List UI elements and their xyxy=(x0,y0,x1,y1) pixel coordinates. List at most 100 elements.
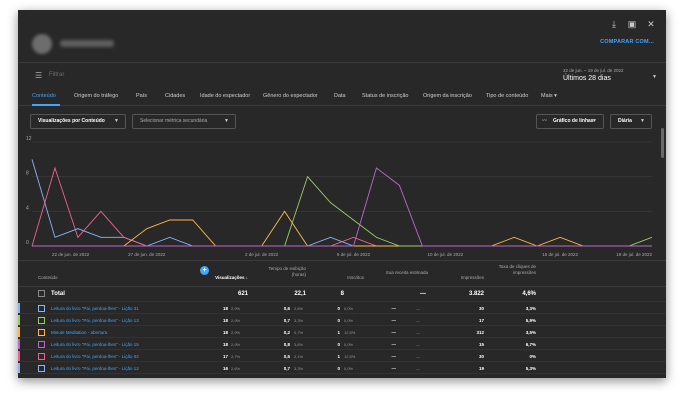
tab-cities[interactable]: Cidades xyxy=(165,93,186,99)
cell-ctr: 5,3% xyxy=(525,366,536,371)
total-subs: 8 xyxy=(340,291,344,297)
table-row[interactable]: Leitura do livro "Pai, perdoa-lhes" - Li… xyxy=(18,303,666,314)
video-title-link[interactable]: Leitura do livro "Pai, perdoa-lhes" - Li… xyxy=(51,306,139,311)
tab-viewer-gender[interactable]: Gênero do espectador xyxy=(263,93,318,99)
feedback-icon[interactable]: ▣ xyxy=(627,19,637,29)
col-header-views[interactable]: Visualizações ↓ xyxy=(215,275,248,280)
col-header-subscribers[interactable]: Inscritos xyxy=(347,275,364,280)
granularity-selector[interactable]: Diária ▼ xyxy=(610,114,652,129)
series-line-2[interactable] xyxy=(32,210,652,247)
select-all-checkbox[interactable] xyxy=(38,290,45,297)
series-line-0[interactable] xyxy=(31,159,652,247)
cell-watch: 0,7 xyxy=(283,318,290,323)
metric-selector[interactable]: Visualizações por Conteúdo ▼ xyxy=(30,114,126,129)
table-row[interactable]: Leitura do livro "Pai, perdoa-lhes" - Li… xyxy=(18,351,666,362)
cell-watch: 0,5 xyxy=(283,354,290,359)
granularity-label: Diária xyxy=(618,118,632,124)
x-tick-label: 22 de jun. de 2022 xyxy=(52,252,90,257)
tab-country[interactable]: País xyxy=(136,93,148,99)
tab-viewer-age[interactable]: Idade do espectador xyxy=(200,93,251,99)
filter-input[interactable]: Filtrar xyxy=(49,72,65,78)
cell-impressions: 17 xyxy=(478,318,484,323)
cell-views-pct: 2,9% xyxy=(231,330,241,335)
tab-more[interactable]: Mais ▾ xyxy=(541,93,557,99)
col-header-impressions[interactable]: Impressões xyxy=(460,275,484,280)
row-checkbox[interactable] xyxy=(38,352,45,360)
cell-impressions: 30 xyxy=(478,306,484,311)
series-line-4[interactable] xyxy=(32,167,652,247)
cell-views-pct: 2,6% xyxy=(231,366,241,371)
video-title-link[interactable]: Minute Meditation - abertura xyxy=(51,330,108,335)
series-color-bar xyxy=(18,351,20,361)
video-title-link[interactable]: Leitura do livro "Pai, perdoa-lhes" - Li… xyxy=(51,318,139,323)
row-checkbox[interactable] xyxy=(38,304,45,312)
tab-content[interactable]: Conteúdo xyxy=(32,93,56,99)
x-tick-label: 15 de jul. de 2022 xyxy=(542,252,578,257)
cell-revenue: — xyxy=(391,318,397,323)
filter-row: ☰ Filtrar 22 de jun. – 19 de jul. de 202… xyxy=(18,62,666,88)
scrollbar[interactable] xyxy=(661,128,664,158)
close-icon[interactable]: ✕ xyxy=(647,19,655,29)
row-checkbox[interactable] xyxy=(38,340,45,348)
chart-type-selector[interactable]: 〰 Gráfico de linhas ▼ xyxy=(536,114,604,129)
cell-impressions: 312 xyxy=(476,330,484,335)
line-chart-icon: 〰 xyxy=(542,118,548,124)
total-revenue: — xyxy=(420,291,426,297)
content-table: Conteúdo + Visualizações ↓ Tempo de exib… xyxy=(18,260,666,378)
cell-views: 17 xyxy=(222,354,228,359)
tab-content-type[interactable]: Tipo de conteúdo xyxy=(486,93,529,99)
table-row[interactable]: Minute Meditation - abertura 18 2,9% 0,2 0,7… xyxy=(18,327,666,338)
caret-down-icon: ▼ xyxy=(592,118,597,124)
total-label: Total xyxy=(51,291,65,297)
y-tick-label: 4 xyxy=(26,205,29,211)
series-color-bar xyxy=(18,315,20,325)
tab-date[interactable]: Data xyxy=(334,93,346,99)
cell-ctr: 5,9% xyxy=(525,318,536,323)
cell-views: 18 xyxy=(222,342,228,347)
cell-ctr: 3,5% xyxy=(525,330,536,335)
top-bar: ⤓ ▣ ✕ COMPARAR COM... xyxy=(18,10,666,62)
cell-revenue-pct: — xyxy=(416,306,420,311)
channel-avatar xyxy=(32,34,52,54)
total-watch: 22,1 xyxy=(294,291,306,297)
cell-revenue-pct: — xyxy=(416,342,420,347)
cell-revenue: — xyxy=(391,354,397,359)
tab-traffic-source[interactable]: Origem do tráfego xyxy=(74,93,119,99)
col-header-ctr[interactable]: Taxa de cliques de impressões xyxy=(498,264,536,275)
col-header-revenue[interactable]: Sua receita estimada xyxy=(385,270,428,275)
row-checkbox[interactable] xyxy=(38,364,45,372)
table-row[interactable]: Leitura do livro "Pai, perdoa-lhes" - Li… xyxy=(18,363,666,374)
col-header-watch-time[interactable]: Tempo de exibição (horas) xyxy=(268,266,306,277)
table-row[interactable]: Leitura do livro "Pai, perdoa-lhes" - Li… xyxy=(18,315,666,326)
x-tick-label: 10 de jul. de 2022 xyxy=(427,252,463,257)
row-checkbox[interactable] xyxy=(38,316,45,324)
secondary-metric-selector[interactable]: Selecionar métrica secundária ▼ xyxy=(132,114,236,129)
video-title-link[interactable]: Leitura do livro "Pai, perdoa-lhes" - Li… xyxy=(51,366,139,371)
tab-subscription-source[interactable]: Origem da inscrição xyxy=(423,93,472,99)
y-tick-label: 12 xyxy=(26,136,32,142)
cell-watch-pct: 3,3% xyxy=(294,318,304,323)
cell-watch: 0,6 xyxy=(283,306,290,311)
cell-watch-pct: 0,7% xyxy=(294,330,304,335)
video-title-link[interactable]: Leitura do livro "Pai, perdoa-lhes" - Li… xyxy=(51,354,139,359)
caret-down-icon: ▼ xyxy=(652,74,657,80)
cell-impressions: 30 xyxy=(478,354,484,359)
compare-button[interactable]: COMPARAR COM... xyxy=(600,39,654,45)
cell-watch: 0,7 xyxy=(283,366,290,371)
table-row[interactable]: Leitura do livro "Pai, perdoa-lhes" - Li… xyxy=(18,339,666,350)
col-header-content[interactable]: Conteúdo xyxy=(38,275,58,280)
series-color-bar xyxy=(18,363,20,373)
metric-selector-label: Visualizações por Conteúdo xyxy=(38,118,105,124)
channel-name xyxy=(60,40,114,47)
cell-subs-pct: 12,5% xyxy=(344,354,356,359)
download-icon[interactable]: ⤓ xyxy=(612,19,616,29)
video-title-link[interactable]: Leitura do livro "Pai, perdoa-lhes" - Li… xyxy=(51,342,139,347)
filter-icon[interactable]: ☰ xyxy=(35,71,43,80)
views-line-chart: 0 4 8 12 22 de jun. de 2022 27 de jun. de 202… xyxy=(26,136,652,257)
add-metric-icon[interactable]: + xyxy=(200,266,209,275)
date-range-picker[interactable]: 22 de jun. – 19 de jul. de 2022 Últimos … xyxy=(563,65,663,87)
tab-subscription-status[interactable]: Status de inscrição xyxy=(362,93,409,99)
series-line-1[interactable] xyxy=(31,166,652,247)
row-checkbox[interactable] xyxy=(38,328,45,336)
cell-revenue: — xyxy=(391,366,397,371)
